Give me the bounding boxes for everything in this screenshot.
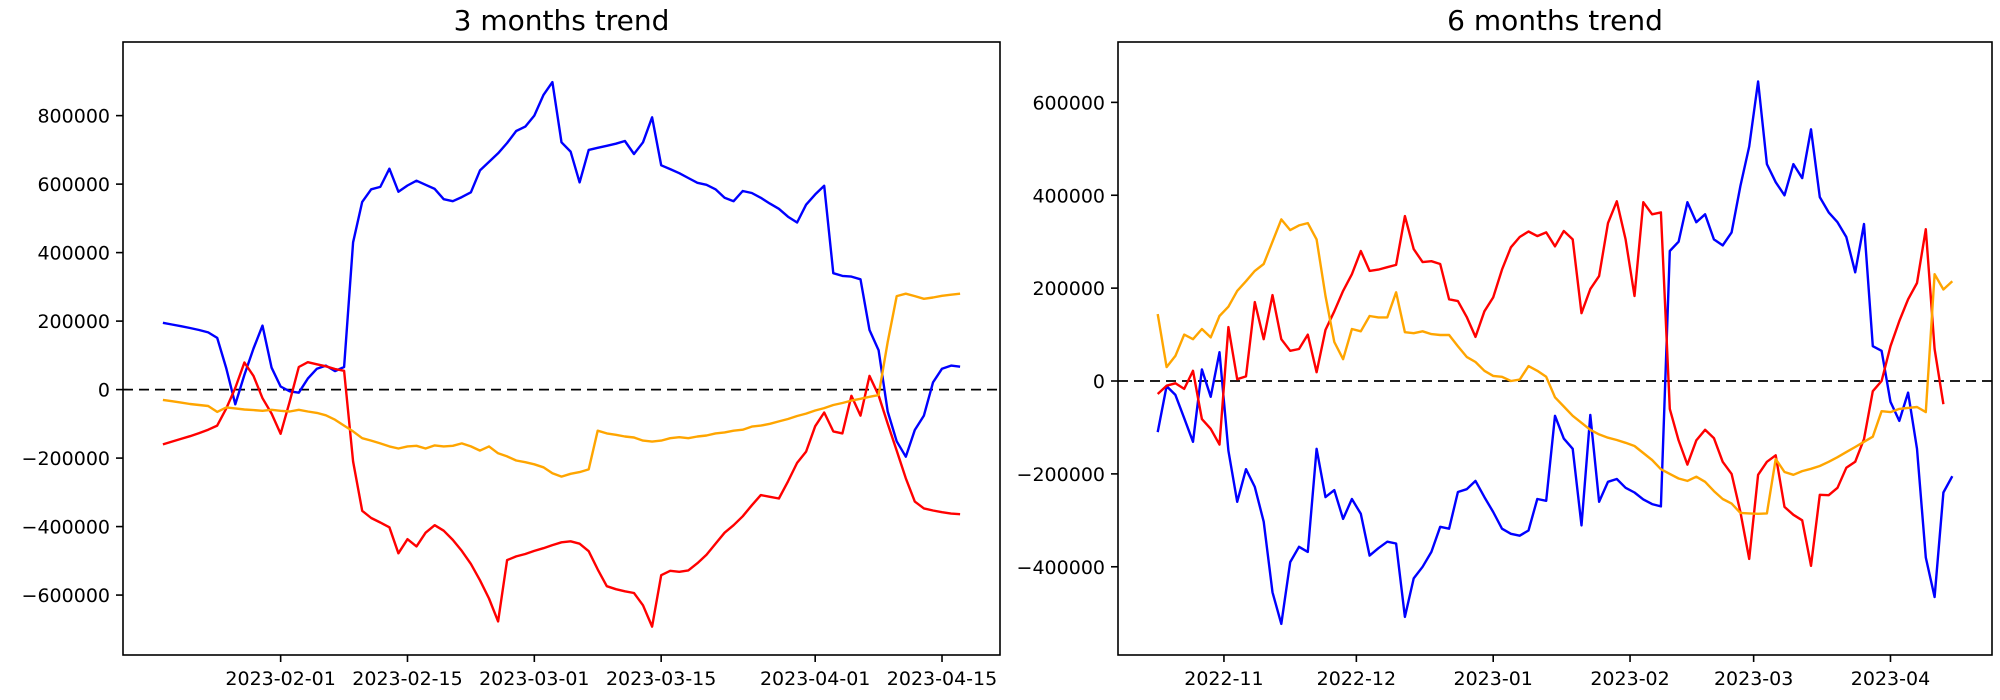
blue-line <box>162 80 961 458</box>
subplot-6-months-trend: 6 months trend 2022-11 2022-12 2023-01 2023… <box>1017 4 1993 690</box>
y-tick-label: 800000 <box>37 106 110 128</box>
y-tick-label: 600000 <box>1032 92 1105 114</box>
x-tick-label: 2023-03-01 <box>479 668 589 690</box>
y-tick-label: −400000 <box>22 517 110 539</box>
subplot-3-months-trend: 3 months trend 2023-02-01 2023-02-15 2023-… <box>22 4 1001 690</box>
y-tick-label: 200000 <box>37 311 110 333</box>
x-tick-label: 2023-04 <box>1851 668 1930 690</box>
red-line <box>162 361 961 628</box>
plot-title-6-months: 6 months trend <box>1447 4 1663 37</box>
plot-canvas-3-months: 2023-02-01 2023-02-15 2023-03-01 2023-03-15… <box>22 41 1001 690</box>
x-tick-label: 2023-02-15 <box>352 668 462 690</box>
y-tick-label: −200000 <box>1017 464 1105 486</box>
plot-canvas-6-months: 2022-11 2022-12 2023-01 2023-02 2023-03 2023-… <box>1017 41 1993 690</box>
y-tick-label: 0 <box>98 380 110 402</box>
x-tick-label: 2022-12 <box>1317 668 1396 690</box>
y-tick-label: 400000 <box>1032 185 1105 207</box>
y-tick-label: −400000 <box>1017 557 1105 579</box>
orange-line <box>1156 218 1954 515</box>
y-tick-label: −200000 <box>22 448 110 470</box>
y-tick-label: −600000 <box>22 585 110 607</box>
blue-line <box>1156 80 1954 626</box>
x-tick-label: 2023-03 <box>1714 668 1793 690</box>
y-tick-label: 400000 <box>37 243 110 265</box>
orange-line <box>162 292 961 478</box>
y-tick-label: 200000 <box>1032 278 1105 300</box>
y-tick-label: 600000 <box>37 174 110 196</box>
x-tick-label: 2023-04-15 <box>887 668 997 690</box>
x-tick-label: 2023-02 <box>1590 668 1669 690</box>
red-line <box>1156 200 1945 567</box>
x-tick-label: 2022-11 <box>1184 668 1263 690</box>
y-tick-label: 0 <box>1093 371 1105 393</box>
x-tick-label: 2023-01 <box>1454 668 1533 690</box>
x-tick-label: 2023-03-15 <box>606 668 716 690</box>
x-tick-label: 2023-02-01 <box>225 668 335 690</box>
plot-title-3-months: 3 months trend <box>453 4 670 37</box>
x-tick-label: 2023-04-01 <box>760 668 870 690</box>
